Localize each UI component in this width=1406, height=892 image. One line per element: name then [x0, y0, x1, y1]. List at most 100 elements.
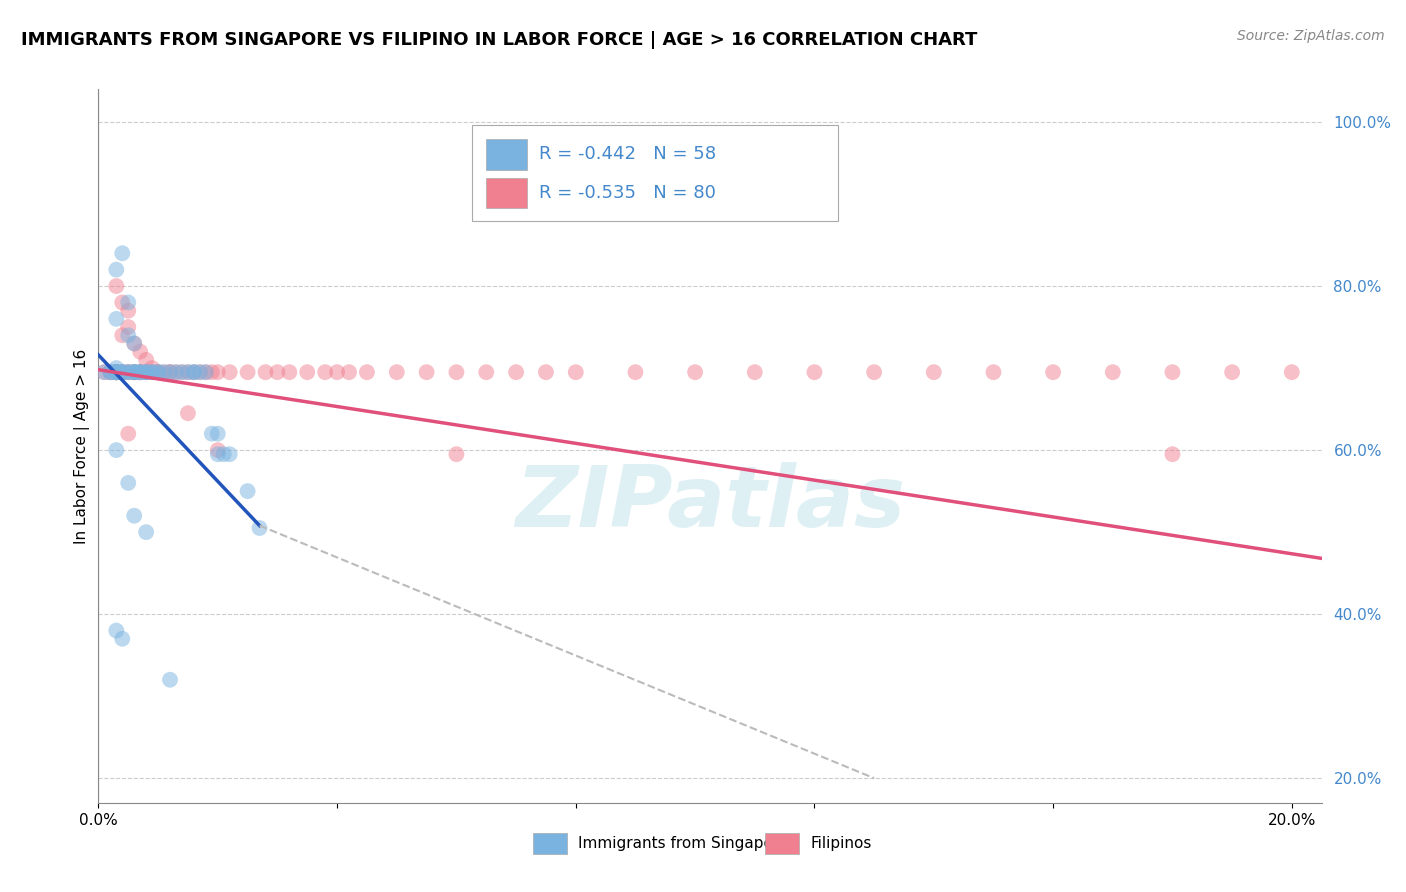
Point [105, 365, 128, 379]
Point [141, 365, 163, 379]
Point [744, 365, 766, 379]
Point [922, 365, 945, 379]
Point [183, 365, 205, 379]
Point [135, 365, 157, 379]
Y-axis label: In Labor Force | Age > 16: In Labor Force | Age > 16 [75, 349, 90, 543]
Point [278, 365, 301, 379]
Point [337, 365, 360, 379]
Point [105, 365, 128, 379]
Point [98, 365, 121, 379]
Point [122, 365, 145, 379]
Point [122, 365, 145, 379]
Point [803, 365, 825, 379]
Point [129, 365, 152, 379]
Point [183, 365, 205, 379]
Point [117, 328, 139, 343]
Point [129, 365, 152, 379]
Bar [486, 139, 526, 169]
Point [207, 447, 229, 461]
Point [117, 365, 139, 379]
Point [105, 365, 128, 379]
Point [122, 508, 145, 523]
Point [105, 443, 128, 458]
Bar [533, 833, 567, 855]
Point [188, 365, 211, 379]
Point [105, 279, 128, 293]
Point [141, 365, 163, 379]
Point [117, 320, 139, 334]
Point [188, 365, 211, 379]
Point [117, 365, 139, 379]
Point [212, 447, 235, 461]
Point [159, 365, 181, 379]
Point [141, 365, 163, 379]
Point [111, 365, 134, 379]
Text: Immigrants from Singapore: Immigrants from Singapore [578, 836, 789, 851]
Point [111, 328, 134, 343]
Point [297, 365, 319, 379]
Point [1220, 365, 1243, 379]
Point [1101, 365, 1123, 379]
Point [201, 426, 224, 441]
Point [159, 365, 181, 379]
Point [105, 365, 128, 379]
Point [153, 365, 176, 379]
Point [117, 303, 139, 318]
Point [153, 365, 176, 379]
Point [111, 365, 134, 379]
Point [117, 475, 139, 490]
Point [207, 426, 229, 441]
Point [1281, 365, 1303, 379]
Point [135, 365, 157, 379]
Text: R = -0.442   N = 58: R = -0.442 N = 58 [538, 145, 716, 163]
Point [505, 365, 527, 379]
Point [314, 365, 336, 379]
Point [170, 365, 193, 379]
Point [111, 365, 134, 379]
Point [117, 295, 139, 310]
Text: R = -0.535   N = 80: R = -0.535 N = 80 [538, 184, 716, 202]
Point [105, 365, 128, 379]
Point [129, 344, 152, 359]
Point [683, 365, 706, 379]
Point [135, 365, 157, 379]
Point [177, 406, 200, 420]
Point [98, 365, 121, 379]
Point [122, 365, 145, 379]
Point [105, 365, 128, 379]
Point [105, 365, 128, 379]
Point [111, 365, 134, 379]
Point [218, 365, 240, 379]
Point [93, 365, 115, 379]
Point [983, 365, 1005, 379]
Point [194, 365, 217, 379]
Point [201, 365, 224, 379]
Point [105, 624, 128, 638]
Point [129, 365, 152, 379]
Point [236, 484, 259, 499]
Point [129, 365, 152, 379]
Point [446, 447, 468, 461]
Point [159, 365, 181, 379]
Point [266, 365, 288, 379]
Point [146, 365, 169, 379]
Point [146, 365, 169, 379]
Point [135, 365, 157, 379]
Point [105, 365, 128, 379]
Point [111, 295, 134, 310]
Point [1161, 365, 1184, 379]
Point [117, 365, 139, 379]
Point [170, 365, 193, 379]
Point [446, 365, 468, 379]
Point [475, 365, 498, 379]
Point [129, 365, 152, 379]
Point [177, 365, 200, 379]
Point [1161, 447, 1184, 461]
Point [141, 361, 163, 376]
Point [93, 365, 115, 379]
Point [385, 365, 408, 379]
Bar [765, 833, 800, 855]
Point [117, 365, 139, 379]
Point [326, 365, 349, 379]
Text: ZIPatlas: ZIPatlas [515, 461, 905, 545]
